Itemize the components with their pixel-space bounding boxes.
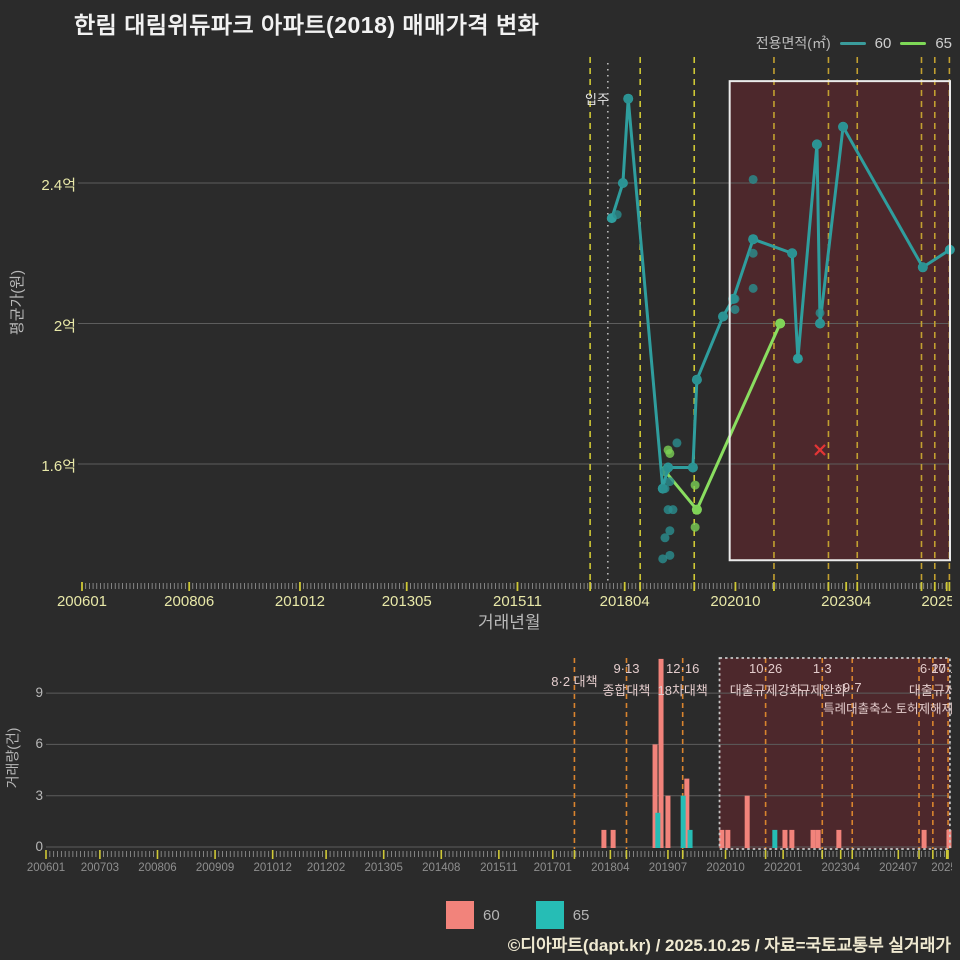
page-title: 한림 대림위듀파크 아파트(2018) 매매가격 변화 <box>74 12 540 38</box>
data-point-60 <box>748 174 758 184</box>
volume-bar-60 <box>946 829 952 848</box>
volume-bar-60 <box>782 829 788 848</box>
data-point-60 <box>692 375 702 385</box>
data-point-60 <box>665 526 675 536</box>
volume-bar-60 <box>921 829 927 848</box>
volume-bar-60 <box>815 829 821 848</box>
volume-bar-65 <box>655 812 661 848</box>
volume-bar-60 <box>725 829 731 848</box>
highlight-border-top <box>728 80 952 562</box>
data-point-60 <box>612 210 622 220</box>
data-point-60 <box>730 304 740 314</box>
legend-square-65[interactable] <box>535 901 564 929</box>
volume-bar-65 <box>680 795 686 848</box>
data-point-60 <box>748 283 758 293</box>
data-point-60 <box>623 94 633 104</box>
volume-bar-60 <box>601 829 607 848</box>
data-point-60 <box>672 438 682 448</box>
volume-bar-65 <box>772 829 778 848</box>
data-point-60 <box>665 550 675 560</box>
legend-bar-65-label: 65 <box>572 906 590 924</box>
data-point-60 <box>812 139 822 149</box>
data-point-65 <box>692 505 702 515</box>
volume-bar-60 <box>665 795 671 848</box>
price-axis-title: 평균가(원) <box>9 269 27 336</box>
volume-bar-60 <box>810 829 816 848</box>
volume-bar-60 <box>684 778 690 848</box>
data-point-60 <box>730 294 740 304</box>
data-point-65 <box>775 319 785 328</box>
data-point-60 <box>787 248 797 258</box>
volume-axis-title: 거래량(건) <box>4 727 21 789</box>
legend-line-65-swatch <box>900 41 927 45</box>
date-axis-title: 거래년월 <box>478 613 541 632</box>
volume-bar-60 <box>744 795 750 848</box>
volume-bar-60 <box>836 829 842 848</box>
data-point-65 <box>690 522 700 532</box>
legend-bar-60-label: 60 <box>483 906 500 924</box>
footer-credit: ©디아파트(dapt.kr) / 2025.10.25 / 자료=국토교통부 실… <box>507 936 951 955</box>
line-vertex-60 <box>792 353 803 364</box>
legend-item-60[interactable]: 60 <box>874 34 892 52</box>
data-point-60 <box>688 463 698 473</box>
top-legend: 전용면적(㎡) 60 65 <box>756 33 952 53</box>
legend-square-60[interactable] <box>446 901 474 929</box>
data-point-60 <box>618 178 628 188</box>
volume-bar-65 <box>687 829 693 848</box>
cancelled-x-icon <box>814 444 826 456</box>
data-point-60 <box>838 122 848 132</box>
highlight-border-bottom <box>718 657 951 850</box>
bottom-legend: 60 65 <box>446 901 616 929</box>
data-point-60 <box>663 463 673 473</box>
data-point-60 <box>660 484 670 494</box>
top-legend-caption: 전용면적(㎡) <box>755 35 831 51</box>
data-point-60 <box>918 262 928 272</box>
data-point-60 <box>815 308 825 318</box>
data-point-60 <box>668 505 678 515</box>
data-point-60 <box>660 533 670 543</box>
data-point-60 <box>718 311 728 321</box>
data-point-60 <box>748 248 758 258</box>
move-in-label: 입주 <box>585 92 609 107</box>
volume-bar-60 <box>652 744 658 848</box>
data-point-65 <box>690 480 700 490</box>
legend-line-60-swatch <box>839 41 866 45</box>
highlight-region-bottom <box>719 658 950 849</box>
volume-bar-60 <box>719 829 725 848</box>
volume-bar-60 <box>658 658 664 848</box>
data-point-60 <box>815 319 825 328</box>
volume-bar-60 <box>789 829 795 848</box>
data-point-60 <box>748 234 758 244</box>
volume-bar-60 <box>610 829 616 848</box>
data-point-60 <box>658 554 668 564</box>
data-point-60 <box>665 477 675 487</box>
data-point-65 <box>665 448 675 458</box>
legend-item-65[interactable]: 65 <box>935 34 952 52</box>
